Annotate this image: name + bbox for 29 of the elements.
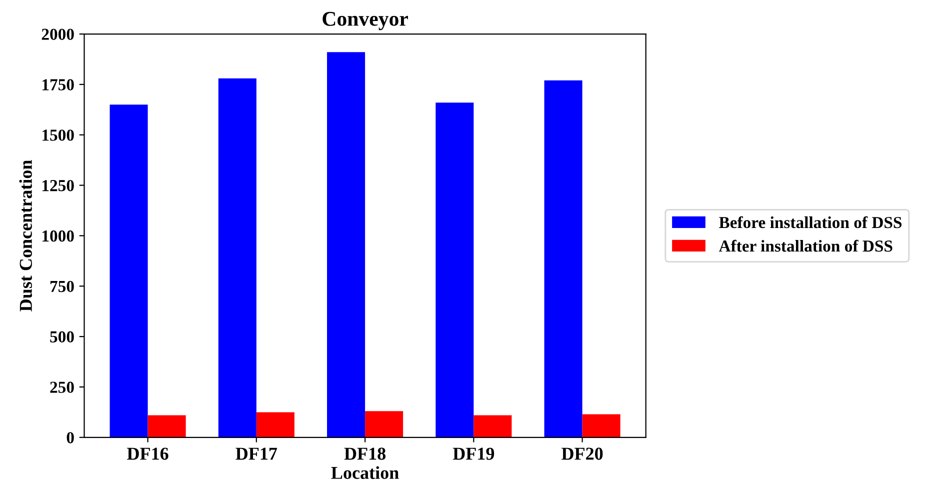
y-tick-label: 1000	[42, 230, 74, 242]
x-tick-label: DF18	[344, 448, 386, 460]
x-tick-label: DF16	[127, 448, 168, 460]
y-tick-label: 1500	[42, 130, 74, 141]
bar	[256, 412, 294, 438]
x-tick-label: DF19	[452, 448, 494, 460]
y-tick-label: 0	[66, 432, 74, 444]
bar	[436, 102, 474, 438]
y-tick-label: 1250	[42, 180, 74, 192]
bar	[474, 415, 512, 438]
legend-label: Before installation of DSS	[719, 216, 902, 228]
bar	[110, 104, 148, 438]
y-tick-label: 2000	[42, 28, 74, 40]
bar	[365, 411, 404, 438]
chart-title: Conveyor	[322, 12, 408, 30]
bar	[218, 78, 256, 438]
x-tick-label: DF17	[236, 448, 278, 460]
legend-label: After installation of DSS	[718, 240, 892, 252]
x-tick-label: DF20	[562, 448, 603, 460]
y-tick-label: 250	[50, 382, 74, 393]
bar	[544, 80, 582, 438]
y-tick-label: 750	[50, 280, 74, 292]
x-axis-title: Location	[331, 466, 399, 479]
y-tick-label: 500	[50, 331, 74, 342]
y-tick-label: 1750	[42, 79, 74, 90]
bar	[327, 52, 366, 438]
bar	[148, 415, 186, 438]
y-axis-title: Dust Concentration	[19, 160, 32, 312]
bar	[582, 414, 620, 438]
